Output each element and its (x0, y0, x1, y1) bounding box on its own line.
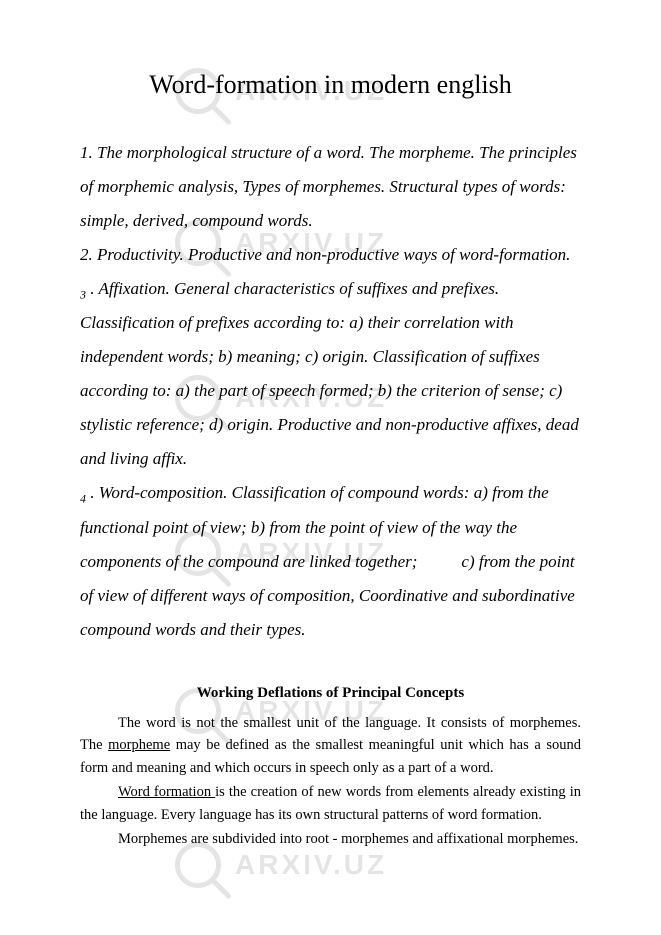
paragraph: The word is not the smallest unit of the… (80, 712, 581, 779)
outline-item-4: 4 . Word-composition. Classification of … (80, 476, 581, 646)
outline-item-2: 2. Productivity. Productive and non-prod… (80, 238, 581, 272)
underlined-term: Word formation (118, 784, 215, 800)
paragraph: Word formation is the creation of new wo… (80, 781, 581, 826)
outline-list: 1. The morphological structure of a word… (80, 136, 581, 647)
underlined-term: morpheme (108, 737, 170, 753)
section-heading: Working Deflations of Principal Concepts (80, 685, 581, 702)
outline-text: . The morphological structure of a word.… (80, 143, 577, 230)
page-title: Word-formation in modern english (80, 70, 581, 100)
outline-text: . Affixation. General characteristics of… (80, 279, 579, 468)
outline-item-1: 1. The morphological structure of a word… (80, 136, 581, 238)
outline-num: 1 (80, 143, 89, 162)
outline-num: 2 (80, 245, 89, 264)
paragraph: Morphemes are subdivided into root - mor… (80, 828, 581, 850)
watermark-text: ARXIV.UZ (235, 849, 387, 881)
body-text: The word is not the smallest unit of the… (80, 712, 581, 851)
outline-item-3: 3 . Affixation. General characteristics … (80, 272, 581, 476)
outline-text: . Productivity. Productive and non-produ… (89, 245, 571, 264)
